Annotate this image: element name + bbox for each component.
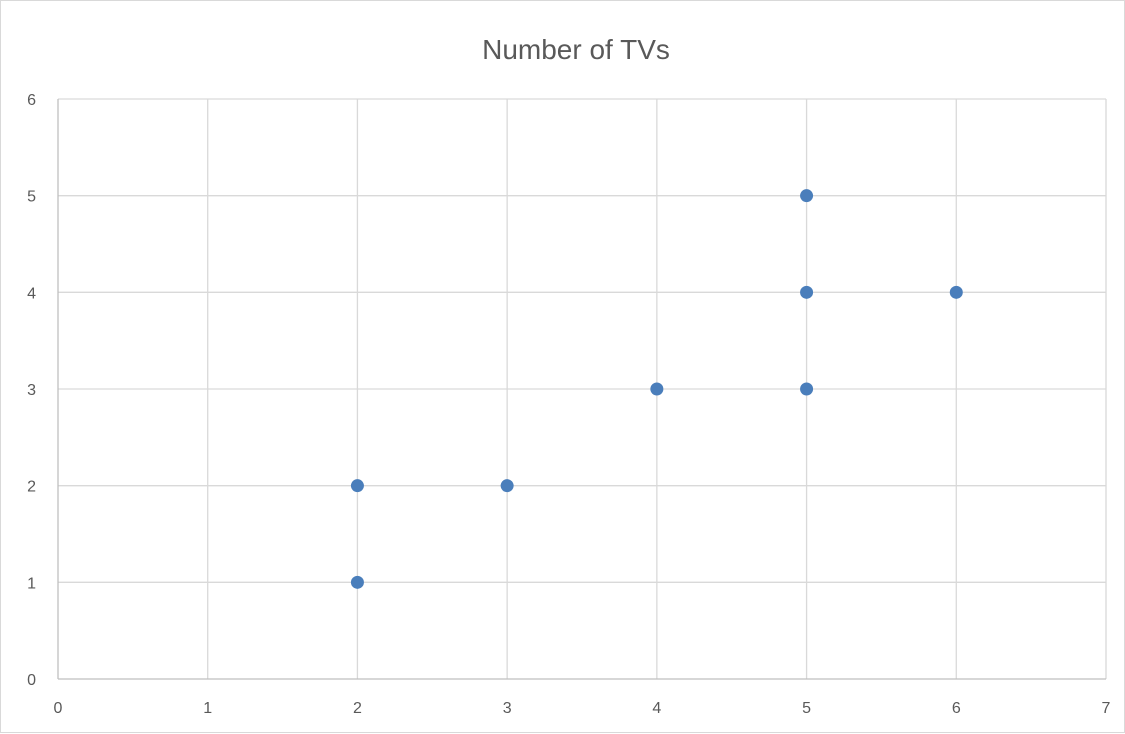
data-point <box>800 189 814 203</box>
x-tick-label: 3 <box>503 700 512 717</box>
x-tick-label: 7 <box>1102 700 1111 717</box>
data-point <box>350 479 364 493</box>
data-point <box>650 382 664 396</box>
y-tick-label: 0 <box>27 672 36 689</box>
tick-labels: 0 1 2 3 4 5 6 7 0 1 2 3 4 5 6 <box>27 92 1110 717</box>
data-points <box>350 189 963 589</box>
y-tick-label: 2 <box>27 479 36 496</box>
chart-title: Number of TVs <box>482 34 670 65</box>
y-tick-label: 1 <box>27 575 36 592</box>
data-point <box>800 285 814 299</box>
x-tick-label: 0 <box>54 700 63 717</box>
axes <box>57 99 1106 680</box>
data-point <box>350 575 364 589</box>
gridlines <box>58 98 1107 679</box>
data-point <box>949 285 963 299</box>
y-tick-label: 6 <box>27 92 36 109</box>
x-tick-label: 1 <box>203 700 212 717</box>
y-tick-label: 5 <box>27 189 36 206</box>
data-point <box>500 479 514 493</box>
y-tick-label: 3 <box>27 382 36 399</box>
y-tick-label: 4 <box>27 285 36 302</box>
x-tick-label: 6 <box>952 700 961 717</box>
x-tick-label: 2 <box>353 700 362 717</box>
x-tick-label: 5 <box>802 700 811 717</box>
data-point <box>800 382 814 396</box>
x-tick-label: 4 <box>652 700 661 717</box>
